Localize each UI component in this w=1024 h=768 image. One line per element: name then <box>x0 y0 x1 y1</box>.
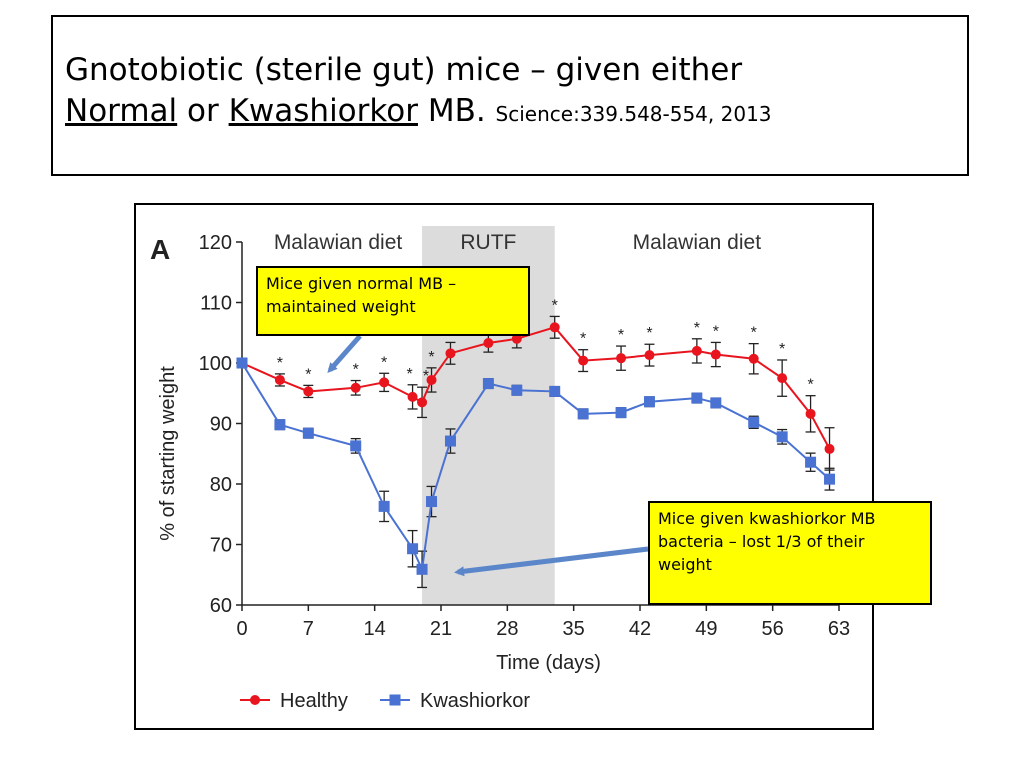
significance-star: * <box>807 377 813 394</box>
title-kwashiorkor: Kwashiorkor <box>228 93 418 129</box>
data-point-healthy <box>710 349 721 360</box>
data-point-healthy <box>417 397 428 408</box>
significance-star: * <box>423 368 429 385</box>
x-tick-label: 7 <box>303 618 314 640</box>
significance-star: * <box>751 325 757 342</box>
x-tick-label: 14 <box>364 618 386 640</box>
title-normal: Normal <box>65 93 178 129</box>
data-point-kwashiorkor <box>236 357 248 369</box>
y-tick-label: 90 <box>210 414 232 436</box>
significance-star: * <box>277 355 283 372</box>
slide-title-line1: Gnotobiotic (sterile gut) mice – given e… <box>65 52 743 88</box>
y-tick-label: 80 <box>210 474 232 496</box>
significance-star: * <box>580 331 586 348</box>
data-point-healthy <box>445 348 456 359</box>
data-point-kwashiorkor <box>577 408 589 420</box>
significance-star: * <box>381 354 387 371</box>
title-or: or <box>177 93 229 129</box>
data-point-healthy <box>483 338 494 349</box>
significance-star: * <box>428 349 434 366</box>
phase-label: Malawian diet <box>633 231 762 254</box>
data-point-kwashiorkor <box>691 392 703 404</box>
data-point-kwashiorkor <box>350 440 362 452</box>
significance-star: * <box>779 341 785 358</box>
data-point-healthy <box>511 333 522 344</box>
x-tick-label: 35 <box>563 618 585 640</box>
data-point-kwashiorkor <box>444 435 456 447</box>
slide-title-box: Gnotobiotic (sterile gut) mice – given e… <box>51 15 969 176</box>
data-point-kwashiorkor <box>274 419 286 431</box>
callout-kwashiorkor-mb: Mice given kwashiorkor MB bacteria – los… <box>648 501 932 605</box>
x-tick-label: 21 <box>430 618 452 640</box>
x-tick-label: 0 <box>236 618 247 640</box>
panel-label: A <box>150 234 170 265</box>
data-point-healthy <box>303 386 314 397</box>
data-point-healthy <box>350 382 361 393</box>
slide-title-line2: Normal or Kwashiorkor MB. Science:339.54… <box>65 91 967 134</box>
title-citation: Science:339.548-554, 2013 <box>495 102 772 126</box>
x-tick-label: 49 <box>695 618 717 640</box>
data-point-healthy <box>644 350 655 361</box>
title-mb: MB. <box>417 93 496 129</box>
data-point-kwashiorkor <box>710 397 722 409</box>
data-point-healthy <box>616 353 627 364</box>
data-point-healthy <box>578 355 589 366</box>
data-point-kwashiorkor <box>824 473 836 485</box>
data-point-healthy <box>805 408 816 419</box>
significance-star: * <box>618 327 624 344</box>
data-point-kwashiorkor <box>549 385 561 397</box>
legend-label: Healthy <box>280 690 348 712</box>
significance-star: * <box>305 366 311 383</box>
data-point-kwashiorkor <box>407 543 419 555</box>
data-point-kwashiorkor <box>776 431 788 443</box>
data-point-kwashiorkor <box>748 416 760 428</box>
y-tick-label: 110 <box>200 293 232 315</box>
phase-label: RUTF <box>460 231 516 254</box>
data-point-healthy <box>407 391 418 402</box>
significance-star: * <box>406 366 412 383</box>
x-axis-label: Time (days) <box>496 652 601 674</box>
x-tick-label: 42 <box>629 618 651 640</box>
data-point-kwashiorkor <box>302 427 314 439</box>
data-point-healthy <box>691 345 702 356</box>
data-point-healthy <box>748 353 759 364</box>
significance-star: * <box>353 362 359 379</box>
phase-label: Malawian diet <box>274 231 403 254</box>
data-point-kwashiorkor <box>805 456 817 468</box>
data-point-kwashiorkor <box>643 396 655 408</box>
x-tick-label: 63 <box>828 618 850 640</box>
legend-marker <box>389 694 401 706</box>
significance-star: * <box>646 325 652 342</box>
significance-star: * <box>694 320 700 337</box>
y-tick-label: 120 <box>199 232 232 254</box>
data-point-kwashiorkor <box>615 407 627 419</box>
y-axis-label: % of starting weight <box>157 366 179 541</box>
data-point-kwashiorkor <box>378 500 390 512</box>
data-point-kwashiorkor <box>482 378 494 390</box>
x-tick-label: 56 <box>762 618 784 640</box>
data-point-healthy <box>549 322 560 333</box>
x-tick-label: 28 <box>496 618 518 640</box>
y-tick-label: 60 <box>210 595 232 617</box>
data-point-healthy <box>379 377 390 388</box>
data-point-kwashiorkor <box>511 384 523 396</box>
data-point-healthy <box>824 443 835 454</box>
y-tick-label: 100 <box>199 353 232 375</box>
significance-star: * <box>713 323 719 340</box>
data-point-healthy <box>274 374 285 385</box>
callout-normal-mb: Mice given normal MB – maintained weight <box>256 266 530 336</box>
significance-star: * <box>552 297 558 314</box>
data-point-healthy <box>777 373 788 384</box>
y-tick-label: 70 <box>210 535 232 557</box>
legend-marker <box>250 695 260 705</box>
legend-label: Kwashiorkor <box>420 690 530 712</box>
data-point-healthy <box>426 374 437 385</box>
data-point-kwashiorkor <box>426 496 438 508</box>
data-point-kwashiorkor <box>416 563 428 575</box>
